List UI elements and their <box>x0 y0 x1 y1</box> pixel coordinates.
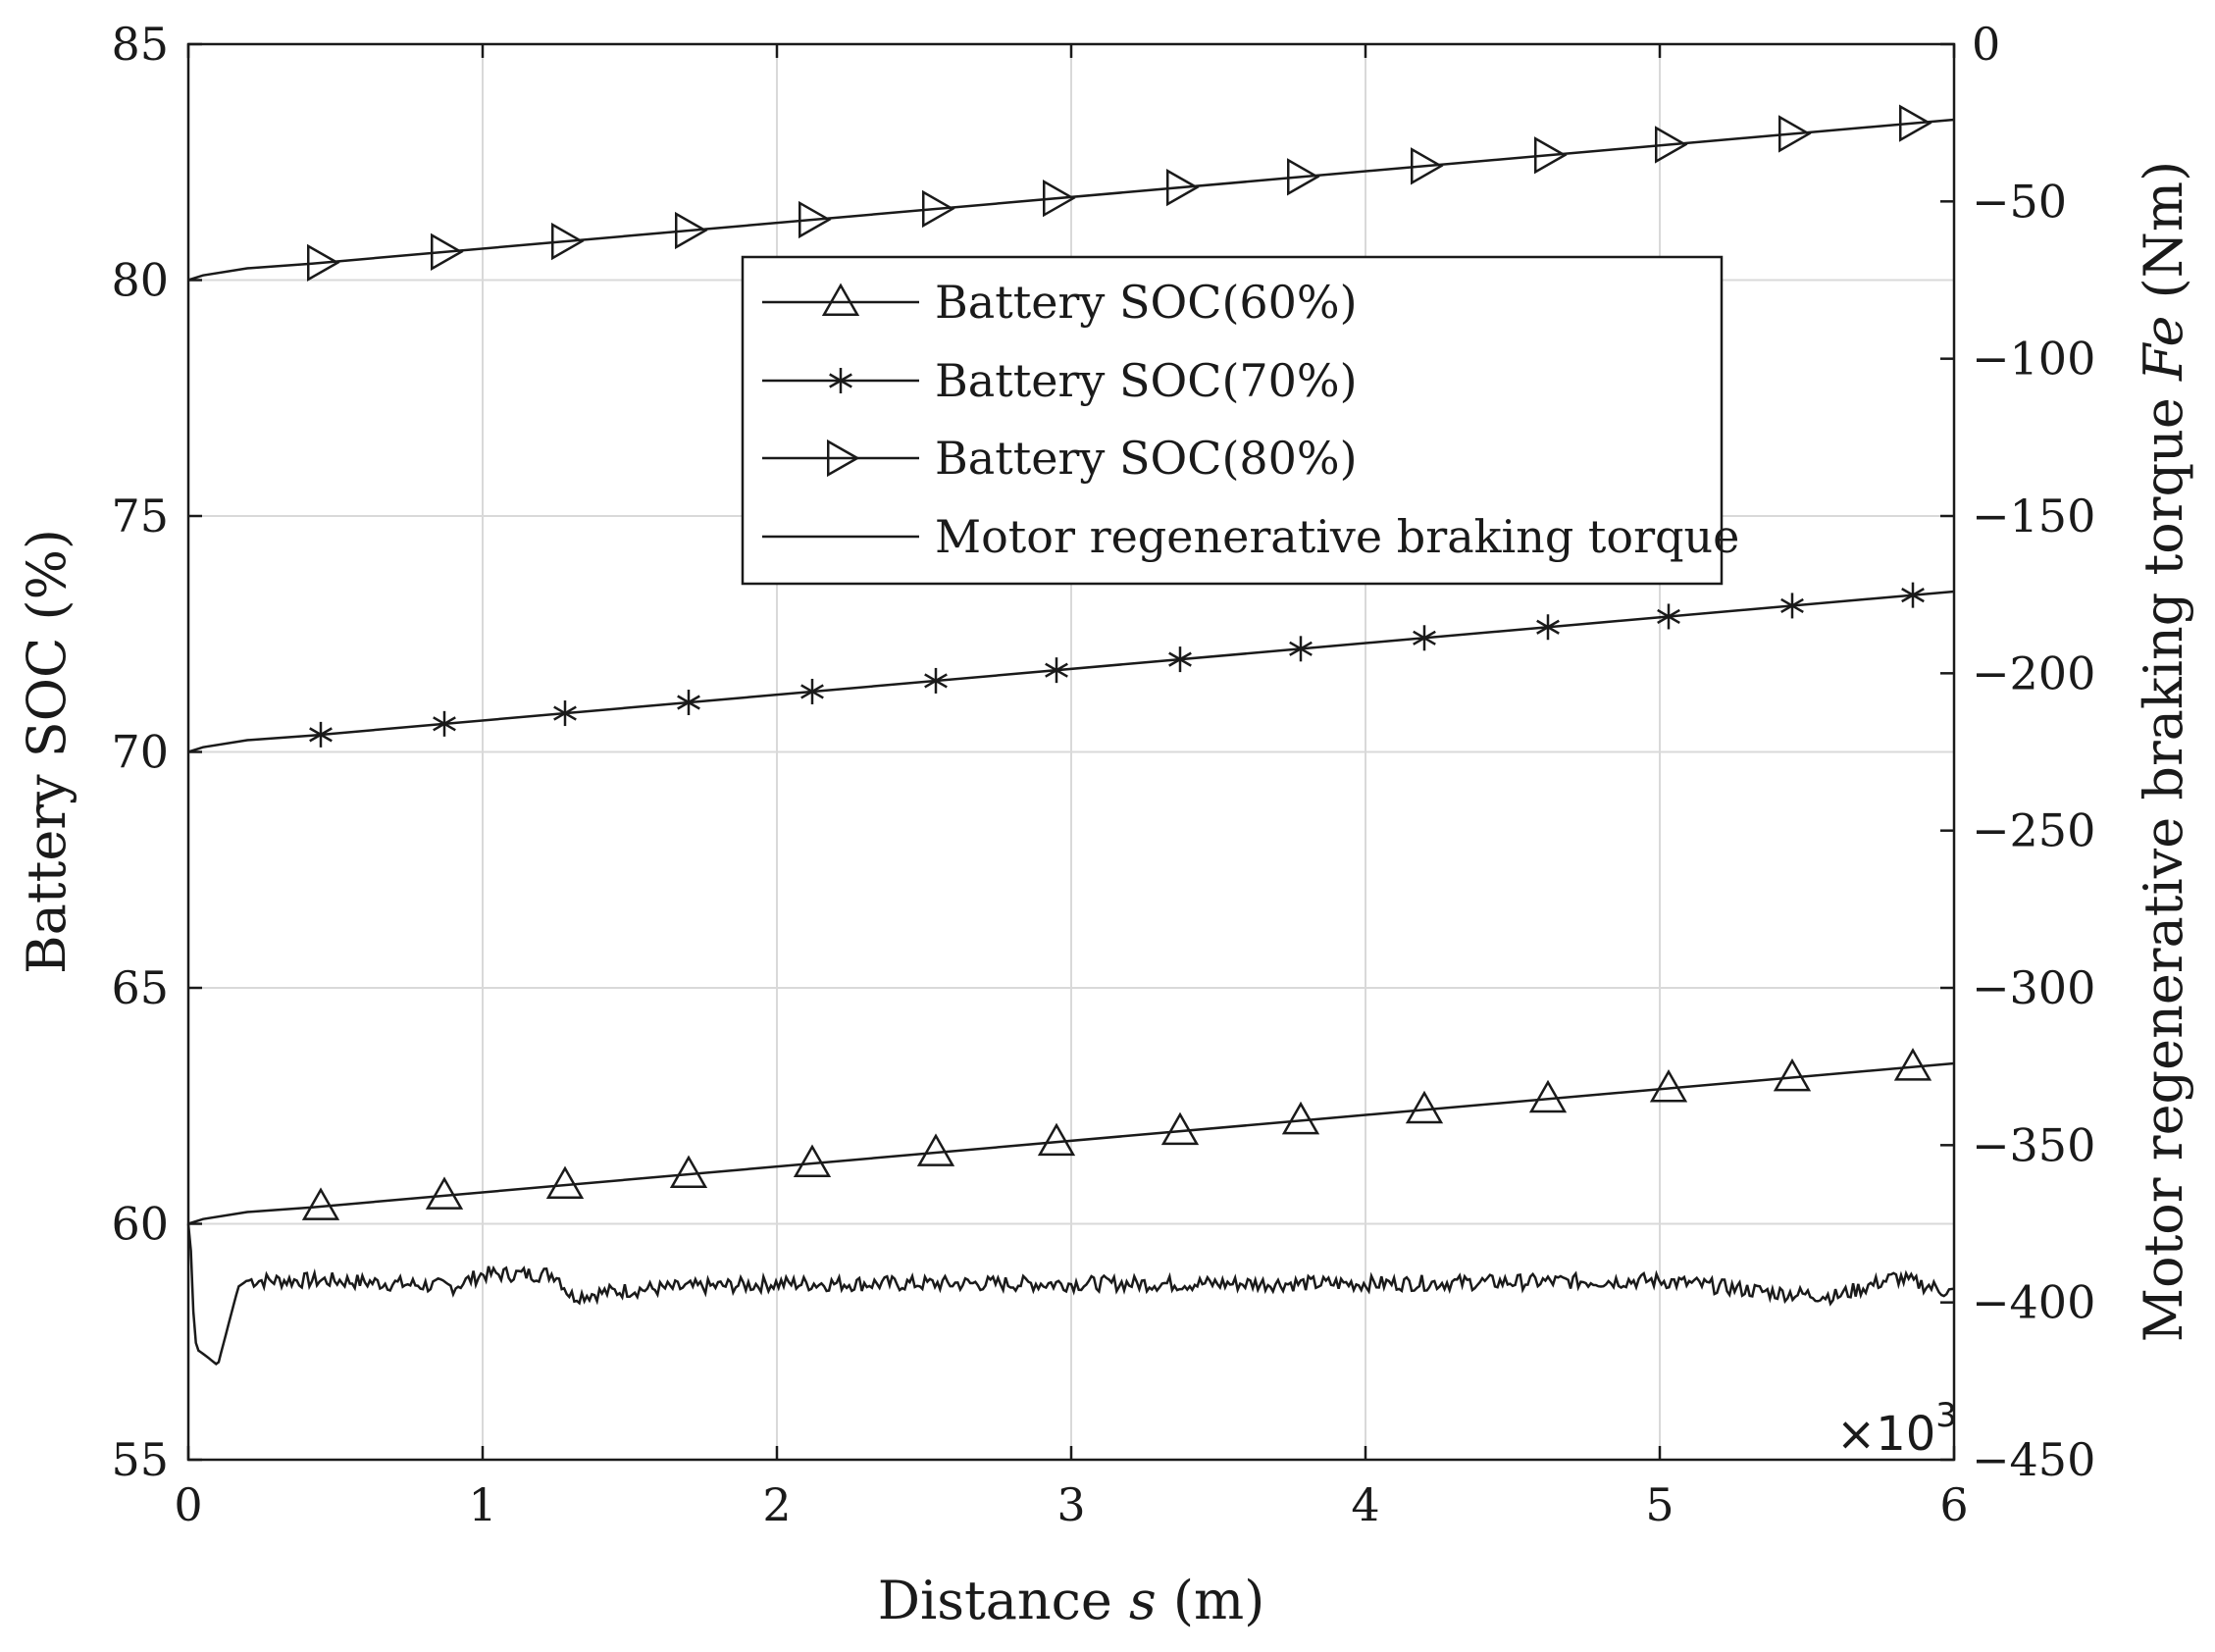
series-line-1 <box>187 1061 1955 1225</box>
x-tick-label: 6 <box>1939 1478 1968 1531</box>
series-layer <box>186 104 1955 1366</box>
series-3-marker <box>551 222 585 261</box>
x-tick-label: 3 <box>1056 1478 1085 1531</box>
legend: Battery SOC(60%) Battery SOC(70%) Battery … <box>741 255 1739 586</box>
y-left-tick-label: 80 <box>111 254 169 307</box>
series-3-marker <box>1411 147 1444 185</box>
x-tick-label: 4 <box>1351 1478 1379 1531</box>
legend-marker <box>829 368 852 393</box>
series-1-marker <box>1037 1122 1076 1157</box>
series-1-marker <box>1773 1058 1812 1092</box>
series-2-marker <box>433 710 456 737</box>
series-1-marker <box>1281 1101 1320 1135</box>
y-left-tick-label: 55 <box>111 1433 169 1486</box>
y-right-tick-label: −250 <box>1972 804 2095 857</box>
y-right-tick-label: −400 <box>1972 1276 2095 1329</box>
series-3-marker <box>307 243 340 283</box>
series-line-2 <box>187 590 1955 753</box>
y-right-tick-label: −300 <box>1972 961 2095 1014</box>
series-3-marker <box>1043 179 1076 218</box>
series-2-marker <box>1168 646 1192 673</box>
y-left-tick-label: 75 <box>111 490 169 542</box>
y-axis-label-left: Battery SOC (%) <box>16 529 77 974</box>
series-3-marker <box>1778 115 1812 153</box>
legend-marker <box>821 283 860 316</box>
series-1-marker <box>425 1176 464 1210</box>
series-3-marker <box>798 200 832 239</box>
series-line-4 <box>186 1223 1955 1366</box>
series-2-marker <box>1289 636 1313 662</box>
x-scale-exponent: 3 <box>1935 1396 1957 1435</box>
x-tick-label: 5 <box>1645 1478 1674 1531</box>
series-3-marker <box>1899 104 1932 142</box>
series-2-marker <box>1780 593 1804 619</box>
y-left-tick-label: 70 <box>111 726 169 779</box>
series-3-marker <box>922 189 955 229</box>
series-2-marker <box>1901 582 1925 608</box>
y-axis-label-right-post: (Nm) <box>2133 161 2194 316</box>
y-right-tick-label: −450 <box>1972 1433 2095 1486</box>
y-right-tick-label: −350 <box>1972 1118 2095 1171</box>
series-2-marker <box>1657 603 1680 630</box>
series-1-marker <box>1528 1079 1568 1113</box>
y-axis-label-right-pre: Motor regenerative braking torque <box>2133 381 2194 1342</box>
y-right-tick-label: −150 <box>1972 490 2095 542</box>
series-2-marker <box>924 667 948 694</box>
series-1-marker <box>669 1155 708 1189</box>
series-2-marker <box>553 700 577 727</box>
series-2-marker <box>800 678 824 704</box>
y-left-tick-label: 85 <box>111 18 169 71</box>
legend-label: Motor regenerative braking torque <box>935 510 1739 563</box>
series-1-marker <box>1893 1048 1932 1081</box>
series-3-marker <box>1655 126 1688 164</box>
legend-marker <box>827 439 860 478</box>
y-right-tick-label: −50 <box>1972 175 2067 228</box>
y-right-tick-label: −100 <box>1972 333 2095 386</box>
series-1-marker <box>1405 1090 1444 1124</box>
y-right-tick-label: −200 <box>1972 646 2095 699</box>
y-left-tick-label: 60 <box>111 1198 169 1251</box>
y-left-tick-label: 65 <box>111 961 169 1014</box>
legend-label: Battery SOC(70%) <box>935 354 1358 407</box>
legend-label: Battery SOC(60%) <box>935 276 1358 329</box>
series-1-marker <box>1160 1111 1200 1146</box>
series-1-marker <box>1649 1068 1688 1103</box>
y-axis-label-right: Motor regenerative braking torque Fe (Nm… <box>2133 161 2194 1342</box>
series-3-marker <box>1166 168 1200 207</box>
x-axis-label-var: s <box>1129 1570 1157 1631</box>
series-line-3 <box>187 118 1955 282</box>
series-2-marker <box>1045 657 1068 684</box>
series-2-marker <box>309 721 333 748</box>
series-2-marker <box>677 690 700 716</box>
x-axis-label-pre: Distance <box>878 1570 1129 1631</box>
series-1-marker <box>916 1133 955 1166</box>
series-1-marker <box>545 1165 585 1200</box>
legend-label: Battery SOC(80%) <box>935 432 1358 485</box>
x-tick-label: 1 <box>468 1478 496 1531</box>
y-right-tick-label: 0 <box>1972 18 2000 71</box>
series-2-marker <box>1536 614 1560 641</box>
series-3-marker <box>1287 158 1320 196</box>
y-axis-label-right-var: Fe <box>2133 316 2194 382</box>
x-axis-label-post: (m) <box>1157 1570 1265 1631</box>
series-1-marker <box>301 1187 340 1220</box>
legend-box <box>741 255 1724 586</box>
series-2-marker <box>1413 625 1436 651</box>
series-3-marker <box>1534 136 1568 175</box>
series-3-marker <box>675 211 708 250</box>
x-tick-label: 0 <box>174 1478 202 1531</box>
ticks-layer: 0 1 2 3 4 5 6 55 60 65 70 75 80 85 −450 −400 −350 −300 −25… <box>111 18 2095 1531</box>
x-axis-label: Distance s (m) <box>878 1570 1265 1631</box>
series-3-marker <box>431 232 464 271</box>
x-tick-label: 2 <box>762 1478 791 1531</box>
x-scale-factor: ×103 <box>1836 1396 1957 1462</box>
series-1-marker <box>793 1144 832 1177</box>
x-scale-label: ×10 <box>1836 1407 1935 1462</box>
